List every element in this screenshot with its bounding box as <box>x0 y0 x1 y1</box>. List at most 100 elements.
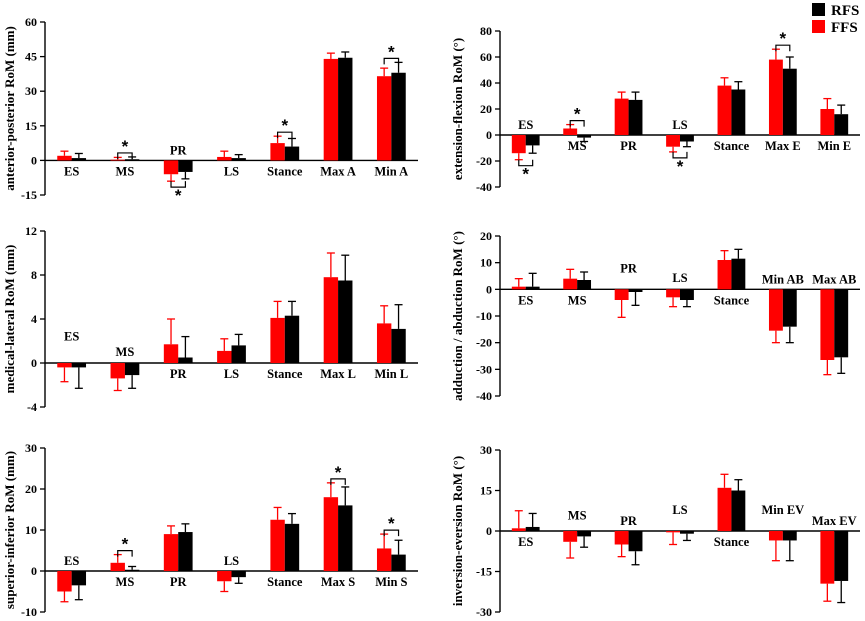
y-tick-label: -30 <box>476 362 492 376</box>
bar-ffs-ls <box>217 350 232 363</box>
chart-panel-si: -10 0 10 20 30 superior-inferior RoM (mm) ES MS… <box>2 441 418 619</box>
y-tick-label: 30 <box>480 443 492 457</box>
y-tick-label: -40 <box>476 389 492 403</box>
x-tick-label: LS <box>672 271 687 285</box>
x-tick-label: ES <box>518 118 533 132</box>
y-tick-label: 60 <box>480 50 492 64</box>
y-tick-label: 8 <box>31 268 37 282</box>
bar-rfs-ms <box>577 280 592 290</box>
y-tick-label: 20 <box>25 482 37 496</box>
bar-rfs-min-ab <box>782 289 797 327</box>
x-tick-label: PR <box>170 367 188 381</box>
y-tick-label: -15 <box>476 565 492 579</box>
x-tick-label: LS <box>224 367 239 381</box>
significance-marker: * <box>122 137 129 156</box>
y-tick-label: -20 <box>476 154 492 168</box>
bar-rfs-ls <box>680 135 694 142</box>
x-tick-label: ES <box>518 535 533 549</box>
bar-rfs-stance <box>731 258 746 290</box>
y-tick-label: 80 <box>480 24 492 38</box>
significance-bracket <box>330 478 346 485</box>
legend-swatch-rfs <box>812 3 825 16</box>
x-tick-label: ES <box>64 330 79 344</box>
x-tick-label: ES <box>64 554 79 568</box>
y-axis-label: adduction / abduction RoM (°) <box>450 231 465 401</box>
bar-rfs-ls <box>680 531 694 534</box>
bar-ffs-es <box>57 571 72 592</box>
significance-marker: * <box>780 29 787 48</box>
bar-rfs-es <box>71 158 87 161</box>
chart-panel-ie: -30 -15 0 15 30 inversion-eversion RoM (°) ES M… <box>450 443 860 619</box>
bar-rfs-es <box>525 135 540 146</box>
bar-rfs-ls <box>231 345 246 363</box>
bar-rfs-min-e <box>834 114 849 135</box>
bar-rfs-max-a <box>338 57 353 161</box>
bar-ffs-max-ev <box>820 531 835 584</box>
x-tick-label: MS <box>568 139 587 153</box>
x-tick-label: Max AB <box>812 272 856 286</box>
significance-bracket <box>117 550 133 557</box>
bar-rfs-pr <box>628 99 643 135</box>
bar-ffs-max-l <box>323 277 339 363</box>
bar-ffs-min-ev <box>768 531 783 541</box>
chart-panel-ml: -4 0 4 8 12 medical-lateral RoM (mm) ES MS PR LS S… <box>2 224 418 414</box>
bar-rfs-max-ab <box>834 289 849 358</box>
x-tick-label: Stance <box>267 164 303 178</box>
x-tick-label: PR <box>620 139 638 153</box>
y-tick-label: 0 <box>31 153 37 167</box>
x-tick-label: Min EV <box>761 503 804 517</box>
y-tick-label: 30 <box>25 84 37 98</box>
y-tick-label: 0 <box>31 356 37 370</box>
bar-ffs-min-l <box>376 323 392 363</box>
bar-rfs-es <box>525 526 540 531</box>
bar-ffs-min-e <box>820 109 835 135</box>
y-tick-label: 60 <box>25 15 37 29</box>
legend: RFS FFS <box>812 3 859 36</box>
y-tick-label: 20 <box>480 229 492 243</box>
bar-rfs-stance <box>731 89 746 135</box>
bar-rfs-pr <box>178 160 193 172</box>
significance-marker: * <box>122 535 129 554</box>
y-tick-label: 15 <box>25 119 37 133</box>
bar-ffs-max-ab <box>820 289 835 360</box>
y-tick-label: 0 <box>486 524 492 538</box>
bar-rfs-min-l <box>391 328 406 363</box>
bar-rfs-pr <box>178 357 193 363</box>
bar-rfs-min-ev <box>782 531 797 541</box>
bar-rfs-ls <box>680 289 694 300</box>
bar-ffs-max-e <box>768 59 783 135</box>
significance-bracket <box>569 120 585 127</box>
significance-bracket <box>117 152 133 159</box>
significance-bracket <box>672 151 688 159</box>
bar-rfs-pr <box>628 289 643 292</box>
y-tick-label: -10 <box>21 605 37 619</box>
x-tick-label: ES <box>64 164 79 178</box>
y-axis-label: extension-flexion RoM (°) <box>450 38 465 180</box>
y-tick-label: 40 <box>480 76 492 90</box>
bar-ffs-max-a <box>323 58 339 161</box>
x-tick-label: Stance <box>714 139 750 153</box>
x-tick-label: MS <box>568 509 587 523</box>
significance-marker: * <box>281 116 288 135</box>
bar-rfs-ls <box>231 158 246 161</box>
y-tick-label: 10 <box>25 523 37 537</box>
x-tick-label: PR <box>620 514 638 528</box>
bar-ffs-pr <box>614 531 629 545</box>
x-tick-label: Min L <box>375 367 409 381</box>
x-tick-label: LS <box>224 164 239 178</box>
x-tick-label: LS <box>224 554 239 568</box>
significance-bracket <box>518 159 534 167</box>
x-tick-label: MS <box>116 164 135 178</box>
bar-ffs-es <box>511 286 526 290</box>
x-tick-label: LS <box>672 503 687 517</box>
significance-bracket <box>276 131 293 139</box>
significance-marker: * <box>522 165 529 184</box>
bar-ffs-ms <box>563 128 578 135</box>
bar-ffs-min-ab <box>768 289 783 331</box>
y-tick-label: 12 <box>25 224 37 238</box>
bar-ffs-ms <box>110 363 125 379</box>
y-tick-label: 0 <box>31 564 37 578</box>
y-axis-label: superior-inferior RoM (mm) <box>2 451 17 609</box>
x-tick-label: Stance <box>714 293 750 307</box>
chart-panel-ef: -40 -20 0 20 40 60 80 extension-flexion RoM (°)… <box>450 24 860 194</box>
